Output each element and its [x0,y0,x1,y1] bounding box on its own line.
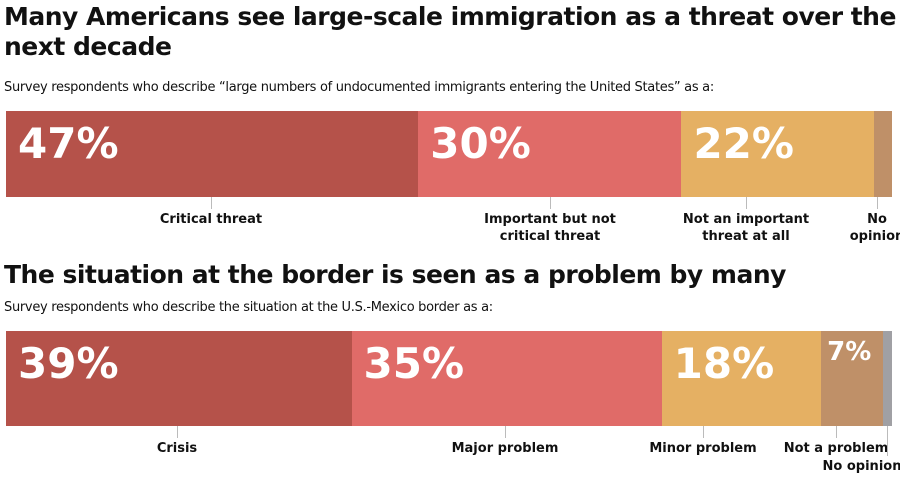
bar-segment [874,111,892,197]
data-label: 18% [673,339,775,388]
tick-mark [505,426,506,438]
category-label: Important but not critical threat [484,212,616,244]
chart-1-subtitle: Survey respondents who describe “large n… [4,80,714,95]
bar-segment: 30% [418,111,682,197]
data-label: 30% [430,119,531,168]
chart-2-subtitle: Survey respondents who describe the situ… [4,300,493,315]
bar-segment: 35% [351,331,662,426]
category-label: No opinion [849,212,900,244]
data-label: 35% [363,339,465,388]
chart-1-bar: 47% 30% 22% [6,111,892,197]
bar-segment [883,331,892,426]
data-label: 47% [18,119,119,168]
tick-mark [550,197,551,209]
bar-segment: 22% [681,111,875,197]
category-label: No opinion [822,459,900,474]
category-label: Major problem [451,441,559,456]
tick-mark [887,426,888,456]
chart-2-title: The situation at the border is seen as a… [4,260,786,289]
data-label: 22% [693,119,794,168]
tick-mark [746,197,747,209]
data-label: 39% [18,339,119,388]
bar-segment: 39% [6,331,352,426]
bar-segment: 18% [661,331,822,426]
category-label: Not a problem [783,441,889,456]
category-label: Crisis [156,441,198,456]
bar-segment: 47% [6,111,419,197]
tick-mark [703,426,704,438]
chart-1-title: Many Americans see large-scale immigrati… [4,2,896,61]
data-label: 7% [827,337,872,367]
category-label: Critical threat [159,212,263,227]
tick-mark [177,426,178,438]
bar-segment: 7% [821,331,884,426]
tick-mark [211,197,212,209]
tick-mark [877,197,878,209]
category-label: Not an important threat at all [682,212,810,244]
tick-mark [836,426,837,438]
chart-2-bar: 39% 35% 18% 7% [6,331,892,426]
category-label: Minor problem [649,441,757,456]
